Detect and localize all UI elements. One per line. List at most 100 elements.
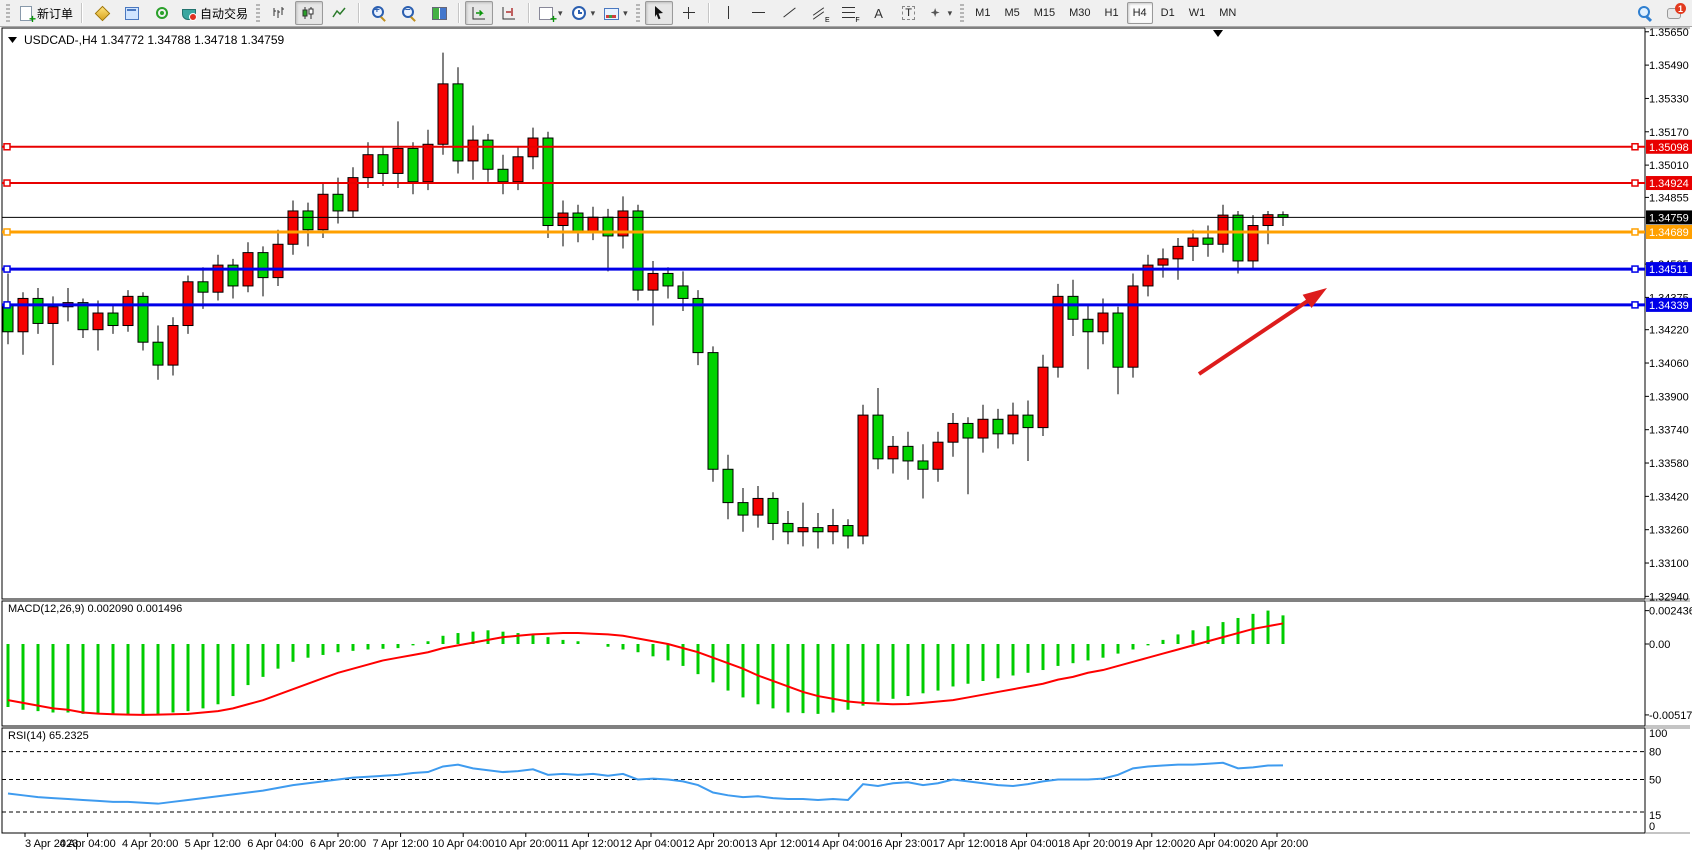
indicators-button[interactable]: ▾ xyxy=(535,1,566,26)
toolbar-grip[interactable] xyxy=(960,4,965,22)
candle xyxy=(122,295,134,327)
line-handle[interactable] xyxy=(1631,265,1639,273)
candle xyxy=(362,154,374,179)
price-badge-label: 1.34924 xyxy=(1649,178,1689,190)
separator xyxy=(358,3,361,23)
timeframe-H1[interactable]: H1 xyxy=(1104,7,1119,19)
candle xyxy=(1037,366,1049,429)
candle xyxy=(482,139,494,170)
candle xyxy=(662,272,674,287)
candle xyxy=(257,252,269,279)
timeframe-MN[interactable]: MN xyxy=(1219,7,1237,19)
line-handle[interactable] xyxy=(3,179,11,187)
price-tick-label: 1.34855 xyxy=(1649,192,1689,204)
candle xyxy=(287,210,299,245)
line-handle[interactable] xyxy=(3,301,11,309)
templates-button[interactable]: ▾ xyxy=(600,1,631,25)
line-handle[interactable] xyxy=(1631,301,1639,309)
cube-icon xyxy=(94,5,111,22)
zoom-out-button[interactable] xyxy=(395,1,423,25)
chart-shift-marker[interactable] xyxy=(1213,30,1223,37)
candle xyxy=(2,304,14,333)
candlestick-chart-button[interactable] xyxy=(295,1,324,25)
horizontal-line-icon xyxy=(751,5,767,21)
rsi-pane[interactable]: RSI(14) 65.2325 100 80 50 150 xyxy=(2,728,1667,833)
cursor-icon xyxy=(654,6,663,20)
signals-button[interactable] xyxy=(148,1,176,25)
new-chart-button[interactable] xyxy=(118,1,146,25)
candle xyxy=(392,147,404,174)
periods-button[interactable]: ▾ xyxy=(568,1,599,25)
candle xyxy=(227,264,239,287)
time-label: 6 Apr 20:00 xyxy=(310,838,366,850)
candle xyxy=(1262,214,1274,227)
time-label: 11 Apr 12:00 xyxy=(558,838,620,850)
new-order-label: 新订单 xyxy=(37,6,74,21)
channel-tool[interactable]: E xyxy=(805,1,833,25)
auto-trading-button[interactable]: 自动交易 xyxy=(178,1,251,25)
vertical-line-tool[interactable] xyxy=(715,1,743,25)
line-handle[interactable] xyxy=(1631,228,1639,236)
timeframe-M1[interactable]: M1 xyxy=(975,7,991,19)
macd-pane[interactable]: MACD(12,26,9) 0.002090 0.001496 0.002436 0… xyxy=(6,603,1692,722)
line-handle[interactable] xyxy=(3,265,11,273)
candle xyxy=(17,297,29,333)
timeframe-H4[interactable]: H4 xyxy=(1126,2,1153,24)
rsi-axis-label: 0 xyxy=(1649,821,1655,833)
bar-chart-button[interactable] xyxy=(265,1,293,25)
tile-windows-button[interactable] xyxy=(425,1,453,25)
symbol-dropdown-icon[interactable] xyxy=(8,37,17,43)
timeframe-M15[interactable]: M15 xyxy=(1033,7,1056,19)
timeframe-group: M1 M5 M15 M30 H1 H4 D1 W1 MN xyxy=(968,2,1243,24)
line-handle[interactable] xyxy=(1631,143,1639,151)
auto-scroll-button[interactable] xyxy=(465,1,494,25)
macd-axis-label: 0.00 xyxy=(1649,639,1670,651)
horizontal-line-tool[interactable] xyxy=(745,1,773,25)
toolbar-grip[interactable] xyxy=(635,4,640,22)
zoom-in-button[interactable] xyxy=(365,1,393,25)
line-handle[interactable] xyxy=(1631,179,1639,187)
trendline-tool[interactable] xyxy=(775,1,803,25)
timeframe-D1[interactable]: D1 xyxy=(1160,7,1175,19)
candle xyxy=(1127,285,1139,368)
arrow-annotation[interactable] xyxy=(1197,288,1327,376)
search-button[interactable] xyxy=(1631,1,1659,25)
time-label: 10 Apr 04:00 xyxy=(432,838,494,850)
toolbar-grip[interactable] xyxy=(256,4,261,22)
candle xyxy=(1112,312,1124,368)
line-handle[interactable] xyxy=(3,143,11,151)
price-tick-label: 1.35010 xyxy=(1649,160,1689,172)
chart-shift-button[interactable] xyxy=(495,1,523,25)
timeframe-W1[interactable]: W1 xyxy=(1188,7,1206,19)
price-badge-label: 1.34759 xyxy=(1649,212,1689,224)
candle xyxy=(1232,214,1244,262)
notifications-button[interactable]: 1 xyxy=(1661,1,1689,25)
line-handle[interactable] xyxy=(3,228,11,236)
crosshair-tool-button[interactable] xyxy=(675,1,703,25)
price-tick-label: 1.33580 xyxy=(1649,458,1689,470)
hlines-layer xyxy=(2,143,1645,309)
candle xyxy=(317,193,329,231)
history-center-button[interactable] xyxy=(88,1,116,25)
candle xyxy=(887,445,899,460)
candle xyxy=(422,143,434,183)
new-order-button[interactable]: 新订单 xyxy=(15,1,76,26)
line-chart-button[interactable] xyxy=(325,1,353,25)
candle xyxy=(632,210,644,291)
candle xyxy=(722,468,734,504)
price-tick-label: 1.34060 xyxy=(1649,358,1689,370)
price-tick-label: 1.33420 xyxy=(1649,491,1689,503)
rsi-axis-label: 80 xyxy=(1649,747,1661,759)
arrows-tool[interactable]: ▾ xyxy=(925,1,956,25)
timeframe-M30[interactable]: M30 xyxy=(1069,7,1091,19)
text-label-tool[interactable]: T xyxy=(895,1,923,25)
cursor-tool-button[interactable] xyxy=(644,1,673,25)
price-badge-label: 1.34689 xyxy=(1649,227,1689,239)
fibonacci-tool[interactable]: F xyxy=(835,1,863,25)
toolbar-grip[interactable] xyxy=(6,4,10,22)
text-tool[interactable]: A xyxy=(865,1,893,25)
candle xyxy=(302,210,314,231)
timeframe-M5[interactable]: M5 xyxy=(1004,7,1020,19)
candle xyxy=(857,414,869,537)
